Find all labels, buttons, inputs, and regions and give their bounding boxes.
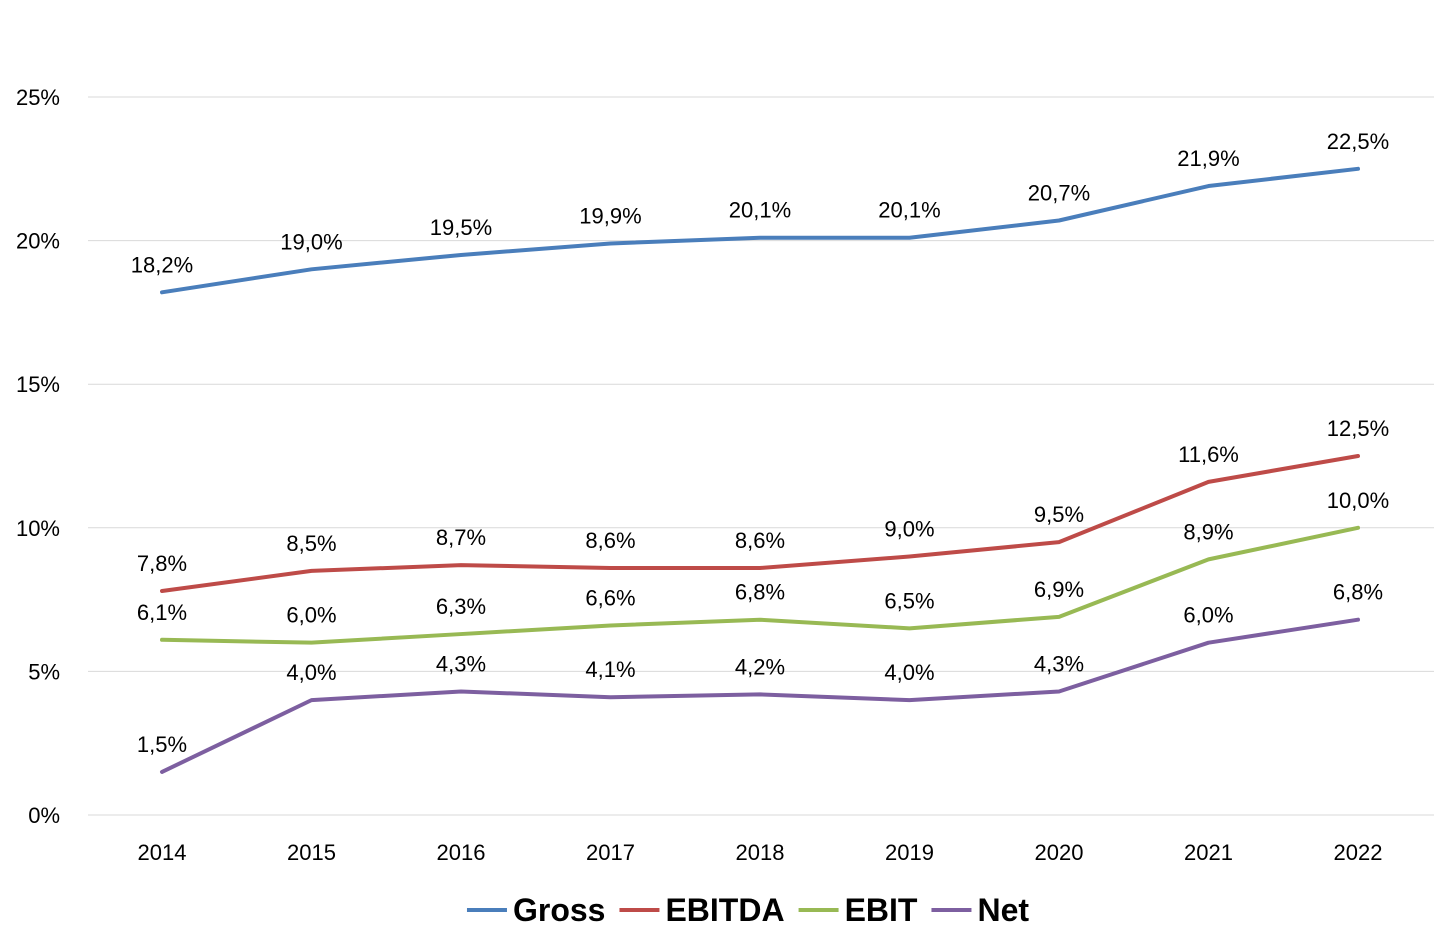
data-label-net: 4,1% bbox=[585, 657, 635, 682]
data-label-ebit: 6,8% bbox=[735, 580, 785, 605]
data-label-ebitda: 9,5% bbox=[1034, 502, 1084, 527]
x-tick-label: 2017 bbox=[586, 840, 635, 865]
data-label-gross: 18,2% bbox=[131, 252, 193, 277]
y-tick-label: 10% bbox=[16, 516, 60, 541]
series-line-net bbox=[160, 617, 1360, 774]
legend-item-ebitda: EBITDA bbox=[619, 892, 785, 928]
data-label-ebit: 6,0% bbox=[286, 603, 336, 628]
data-label-ebitda: 12,5% bbox=[1327, 416, 1389, 441]
data-label-ebitda: 9,0% bbox=[884, 517, 934, 542]
legend-item-net: Net bbox=[931, 892, 1029, 928]
data-label-gross: 22,5% bbox=[1327, 129, 1389, 154]
y-tick-label: 15% bbox=[16, 372, 60, 397]
data-label-net: 4,3% bbox=[1034, 652, 1084, 677]
x-tick-label: 2015 bbox=[287, 840, 336, 865]
data-label-ebit: 8,9% bbox=[1183, 519, 1233, 544]
series-line-ebit bbox=[160, 525, 1360, 645]
legend-label: Gross bbox=[513, 892, 605, 928]
y-axis: 0% 5% 10% 15% 20% 25% bbox=[16, 85, 60, 828]
legend: Gross EBITDA EBIT Net bbox=[466, 892, 1029, 928]
legend-label: Net bbox=[977, 892, 1029, 928]
y-tick-label: 20% bbox=[16, 229, 60, 254]
data-label-ebitda: 7,8% bbox=[137, 551, 187, 576]
x-tick-label: 2021 bbox=[1184, 840, 1233, 865]
data-label-gross: 19,5% bbox=[430, 215, 492, 240]
x-tick-label: 2019 bbox=[885, 840, 934, 865]
data-label-ebit: 6,3% bbox=[436, 594, 486, 619]
data-label-net: 4,3% bbox=[436, 652, 486, 677]
data-label-ebit: 10,0% bbox=[1327, 488, 1389, 513]
legend-item-ebit: EBIT bbox=[798, 892, 918, 928]
data-label-ebitda: 8,6% bbox=[735, 528, 785, 553]
y-tick-label: 5% bbox=[28, 659, 60, 684]
data-label-ebitda: 11,6% bbox=[1178, 442, 1239, 467]
x-tick-label: 2020 bbox=[1035, 840, 1084, 865]
data-label-net: 6,8% bbox=[1333, 580, 1383, 605]
data-label-net: 4,2% bbox=[735, 654, 785, 679]
data-label-ebit: 6,5% bbox=[884, 588, 934, 613]
data-label-ebitda: 8,6% bbox=[585, 528, 635, 553]
data-label-ebit: 6,9% bbox=[1034, 577, 1084, 602]
legend-item-gross: Gross bbox=[466, 892, 605, 928]
data-label-gross: 20,1% bbox=[878, 198, 940, 223]
data-label-net: 1,5% bbox=[137, 732, 187, 757]
data-label-ebitda: 8,5% bbox=[286, 531, 336, 556]
data-label-ebit: 6,6% bbox=[585, 585, 635, 610]
x-tick-label: 2014 bbox=[138, 840, 187, 865]
legend-label: EBITDA bbox=[665, 892, 784, 928]
data-label-gross: 20,1% bbox=[729, 198, 791, 223]
data-label-gross: 19,0% bbox=[280, 229, 342, 254]
x-tick-label: 2016 bbox=[437, 840, 486, 865]
data-label-net: 6,0% bbox=[1183, 603, 1233, 628]
data-label-ebit: 6,1% bbox=[137, 600, 187, 625]
series-line-gross bbox=[160, 166, 1360, 295]
x-tick-label: 2022 bbox=[1334, 840, 1383, 865]
data-label-net: 4,0% bbox=[286, 660, 336, 685]
x-tick-label: 2018 bbox=[736, 840, 785, 865]
x-axis: 2014 2015 2016 2017 2018 2019 2020 2021 2022 bbox=[138, 840, 1383, 865]
series-line-ebitda bbox=[160, 454, 1360, 593]
data-labels: 18,2% 19,0% 19,5% 19,9% 20,1% 20,1% 20,7% 21,9%… bbox=[131, 129, 1389, 757]
data-label-ebitda: 8,7% bbox=[436, 525, 486, 550]
series-lines bbox=[160, 166, 1360, 774]
data-label-gross: 19,9% bbox=[579, 203, 641, 228]
data-label-gross: 20,7% bbox=[1028, 180, 1090, 205]
y-tick-label: 0% bbox=[28, 803, 60, 828]
data-label-net: 4,0% bbox=[884, 660, 934, 685]
gridlines bbox=[88, 96, 1434, 816]
y-tick-label: 25% bbox=[16, 85, 60, 110]
data-label-gross: 21,9% bbox=[1177, 146, 1239, 171]
legend-label: EBIT bbox=[845, 892, 918, 928]
